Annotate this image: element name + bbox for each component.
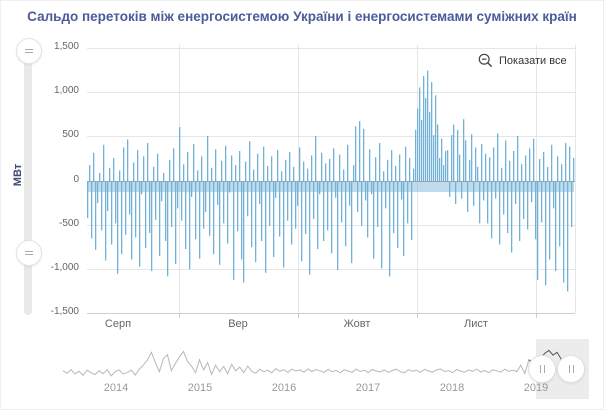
show-all-button[interactable]: Показати все [478, 53, 567, 68]
gridline [417, 45, 418, 313]
y-zoom-slider-handle-bottom[interactable] [16, 240, 42, 266]
dense-bars-band [87, 182, 574, 192]
grip-icon [572, 365, 574, 373]
gridline [298, 45, 299, 313]
y-axis-label: 500 [62, 129, 79, 140]
navigator-handle-right[interactable] [557, 355, 585, 383]
navigator-handle-left[interactable] [528, 355, 556, 383]
navigator-year-label: 2016 [271, 382, 297, 394]
x-axis-tick [298, 313, 299, 318]
navigator-year-label: 2017 [355, 382, 381, 394]
grip-icon [25, 254, 33, 255]
x-axis-line [87, 313, 575, 314]
gridline [87, 225, 575, 226]
y-zoom-slider-track[interactable] [24, 41, 32, 315]
y-axis-label: -1,500 [50, 306, 79, 317]
grip-icon [543, 365, 545, 373]
show-all-label: Показати все [499, 54, 567, 67]
x-axis-label: Лист [464, 318, 488, 330]
gridline [87, 136, 575, 137]
grip-icon [539, 365, 541, 373]
grip-icon [25, 251, 33, 252]
x-axis-label: Вер [228, 318, 248, 330]
y-axis-label: -500 [58, 218, 79, 229]
navigator-year-label: 2018 [439, 382, 465, 394]
navigator-year-label: 2015 [187, 382, 213, 394]
y-axis-label: -1,000 [50, 262, 79, 273]
gridline [575, 45, 576, 313]
y-axis-label: 1,000 [53, 85, 79, 96]
grip-icon [568, 365, 570, 373]
gridline [87, 92, 575, 93]
grip-icon [25, 49, 33, 50]
x-axis-tick [536, 313, 537, 318]
grip-icon [25, 52, 33, 53]
y-axis-label: 1,500 [53, 41, 79, 52]
chart-title: Сальдо перетоків між енергосистемою Укра… [27, 9, 577, 24]
x-axis-label: Серп [104, 318, 132, 330]
gridline [536, 45, 537, 313]
x-axis-tick [417, 313, 418, 318]
gridline [87, 269, 575, 270]
gridline [87, 48, 575, 49]
zoom-out-icon [478, 53, 493, 68]
gridline [179, 45, 180, 313]
y-zoom-slider-handle-top[interactable] [16, 38, 42, 64]
x-axis-label: Жовт [343, 318, 371, 330]
y-axis-label: 0 [73, 174, 79, 185]
navigator-year-label: 2019 [523, 382, 549, 394]
x-axis-tick [179, 313, 180, 318]
navigator-year-label: 2014 [103, 382, 129, 394]
